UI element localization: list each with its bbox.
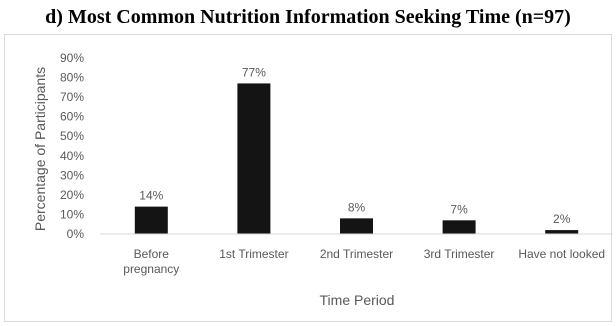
y-tick-label: 30% bbox=[60, 168, 84, 182]
y-axis-title: Percentage of Participants bbox=[32, 67, 48, 231]
bar bbox=[442, 220, 476, 234]
y-tick-label: 0% bbox=[67, 227, 85, 241]
data-label: 77% bbox=[242, 65, 266, 79]
data-label: 2% bbox=[553, 212, 571, 226]
x-axis-title: Time Period bbox=[320, 292, 395, 308]
chart-title: d) Most Common Nutrition Information See… bbox=[45, 6, 571, 28]
y-tick-label: 20% bbox=[60, 188, 84, 202]
x-category-label: Have not looked bbox=[518, 247, 605, 261]
data-label: 14% bbox=[139, 189, 163, 203]
y-tick-label: 50% bbox=[60, 129, 84, 143]
x-category-label: 3rd Trimester bbox=[424, 247, 495, 261]
y-tick-labels: 0% 10% 20% 30% 40% 50% 60% 70% 80% 90% bbox=[60, 51, 84, 241]
x-category-label: 2nd Trimester bbox=[320, 247, 393, 261]
bar bbox=[237, 83, 271, 234]
chart-frame bbox=[4, 34, 612, 322]
bar bbox=[340, 218, 373, 234]
y-tick-label: 80% bbox=[60, 71, 84, 85]
y-tick-label: 70% bbox=[60, 90, 84, 104]
data-labels: 14% 77% 8% 7% 2% bbox=[139, 65, 570, 226]
y-tick-label: 60% bbox=[60, 110, 84, 124]
y-tick-label: 90% bbox=[60, 51, 84, 65]
x-category-labels: Before pregnancy 1st Trimester 2nd Trimeste… bbox=[123, 247, 605, 276]
x-category-label: 1st Trimester bbox=[219, 247, 288, 261]
data-label: 8% bbox=[348, 200, 366, 214]
y-tick-label: 40% bbox=[60, 149, 84, 163]
bar bbox=[134, 206, 168, 234]
bar bbox=[545, 230, 579, 234]
y-tick-label: 10% bbox=[60, 207, 84, 221]
data-label: 7% bbox=[450, 202, 468, 216]
bars bbox=[134, 83, 579, 234]
x-category-label: Before pregnancy bbox=[123, 247, 179, 276]
